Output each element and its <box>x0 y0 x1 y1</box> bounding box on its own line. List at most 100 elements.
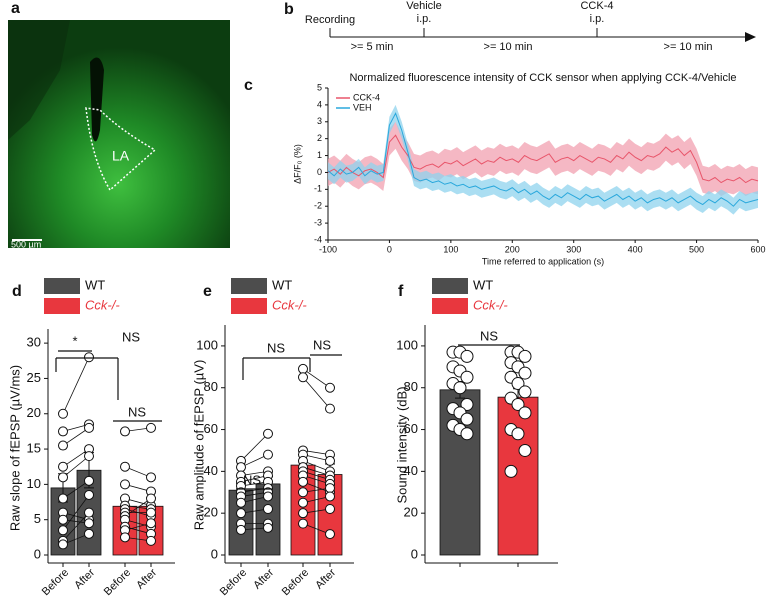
interval: >= 10 min <box>664 41 713 53</box>
y-tick-label: 100 <box>196 337 218 352</box>
y-tick-label: 60 <box>204 421 218 436</box>
y-tick-label: 20 <box>204 505 218 520</box>
data-point <box>298 372 308 383</box>
series-line <box>327 134 759 184</box>
y-tick-label: 20 <box>404 505 418 520</box>
data-point <box>236 524 246 535</box>
x-tick-label: After <box>72 566 97 591</box>
legend-label: CCK-4 <box>353 92 380 102</box>
data-point <box>325 382 335 393</box>
error-band <box>328 104 758 215</box>
data-point <box>325 455 335 466</box>
data-point <box>58 440 68 451</box>
y-tick-label: -2 <box>314 201 322 211</box>
data-point <box>518 385 532 399</box>
legend-swatch <box>432 298 468 314</box>
y-tick-label: 20 <box>27 405 41 420</box>
data-point <box>58 426 68 437</box>
panel-letter: f <box>398 283 404 300</box>
legend-label: WT <box>473 277 493 292</box>
legend-swatch <box>44 298 80 314</box>
data-point <box>511 427 525 441</box>
data-point <box>120 479 130 490</box>
data-point <box>146 493 156 504</box>
pair-line <box>62 494 90 531</box>
data-point <box>84 422 94 433</box>
event-name: Vehicle <box>406 0 441 12</box>
significance-label: NS <box>313 337 331 352</box>
data-point <box>84 528 94 539</box>
x-tick-label: 0 <box>387 244 392 254</box>
y-axis-label: Sound intensity (dB) <box>394 386 409 503</box>
y-tick-label: 5 <box>317 82 322 92</box>
y-tick-label: 40 <box>404 463 418 478</box>
event-route: i.p. <box>417 13 432 25</box>
pair-line <box>62 455 90 478</box>
data-point <box>236 508 246 519</box>
y-tick-label: 0 <box>34 546 41 561</box>
region-label: LA <box>112 148 130 164</box>
panel-letter: d <box>12 283 22 300</box>
legend-label: WT <box>85 277 105 292</box>
data-point <box>518 366 532 380</box>
y-tick-label: 10 <box>27 476 41 491</box>
y-tick-label: -1 <box>314 184 322 194</box>
y-tick-label: 1 <box>317 150 322 160</box>
data-point <box>325 504 335 514</box>
data-point <box>518 443 532 457</box>
data-point <box>146 507 156 518</box>
y-axis-label: Raw amplitude of fEPSP (µV) <box>191 360 206 531</box>
data-point <box>84 507 94 518</box>
data-point <box>58 461 68 472</box>
event-name: CCK-4 <box>580 0 613 12</box>
data-point <box>58 408 68 419</box>
data-point <box>84 475 94 486</box>
timeline-arrow <box>745 32 756 42</box>
data-point <box>84 451 94 462</box>
data-point <box>298 476 308 487</box>
x-tick-label: 500 <box>689 244 704 254</box>
panel-letter: a <box>11 0 20 17</box>
chart-title: Normalized fluorescence intensity of CCK… <box>349 72 736 84</box>
x-tick-label: 100 <box>443 244 458 254</box>
data-point <box>58 525 68 536</box>
data-point <box>263 491 273 502</box>
data-point <box>453 381 467 395</box>
data-point <box>325 403 335 414</box>
data-point <box>263 504 273 514</box>
data-point <box>146 472 156 483</box>
significance-label: NS <box>267 340 285 355</box>
data-point <box>58 472 68 483</box>
pair-line <box>302 368 331 389</box>
data-point <box>120 426 130 437</box>
significance-label: NS <box>128 404 146 419</box>
data-point <box>84 489 94 500</box>
significance-label: * <box>72 333 77 348</box>
legend-swatch <box>432 278 468 294</box>
ventricle <box>90 57 104 142</box>
y-tick-label: 30 <box>27 335 41 350</box>
x-tick-label: 600 <box>750 244 765 254</box>
data-point <box>146 422 156 433</box>
x-tick-label: Before <box>280 567 311 598</box>
data-point <box>518 406 532 420</box>
data-point <box>84 518 94 529</box>
x-tick-label: 400 <box>628 244 643 254</box>
significance-label: NS <box>243 472 261 487</box>
data-point <box>511 397 525 411</box>
x-tick-label: After <box>313 566 338 591</box>
error-band <box>328 121 758 197</box>
data-point <box>84 352 94 363</box>
legend-swatch <box>231 278 267 294</box>
panel-a: a LA 500 µm <box>8 0 230 249</box>
x-tick-label: 300 <box>566 244 581 254</box>
x-tick-label: Before <box>40 567 71 598</box>
y-tick-label: 80 <box>204 379 218 394</box>
y-tick-label: 80 <box>404 379 418 394</box>
data-point <box>146 535 156 546</box>
y-axis-label: Raw slope of fEPSP (µV/ms) <box>7 365 22 531</box>
data-point <box>298 497 308 508</box>
data-point <box>263 449 273 460</box>
y-tick-label: 25 <box>27 370 41 385</box>
